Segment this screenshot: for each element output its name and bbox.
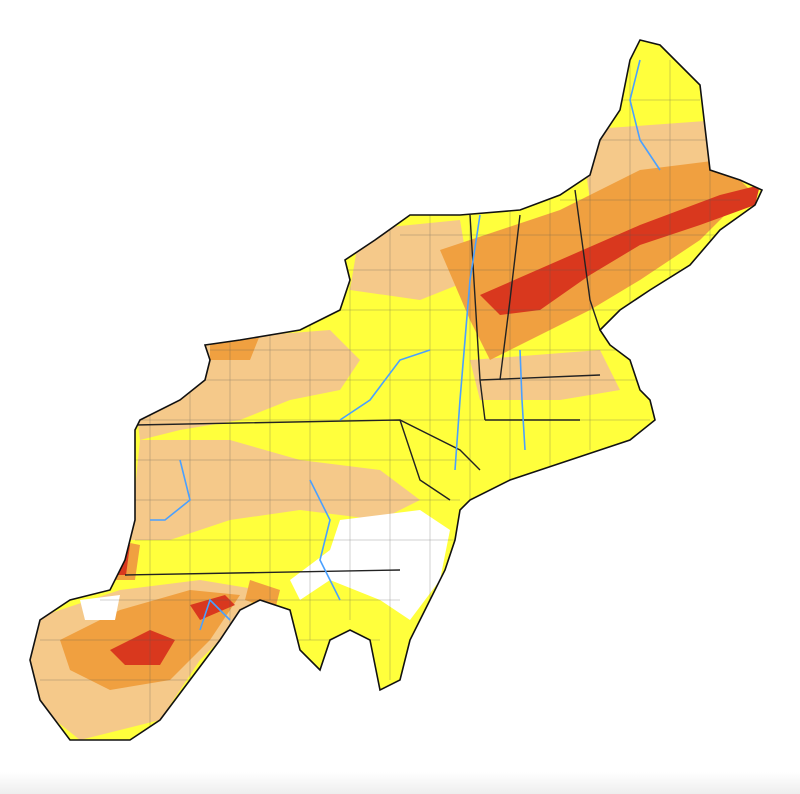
border [399,419,451,501]
river [150,459,191,521]
state-borders [124,189,601,576]
area [80,595,120,620]
area [290,510,450,620]
county-lines [40,60,740,740]
area [130,440,420,540]
border [499,214,521,381]
area [350,220,470,300]
rivers [150,59,661,631]
no-drought [80,510,450,620]
bottom-strip [0,772,800,794]
river [339,349,431,421]
river [309,479,341,601]
river [519,349,526,451]
river [454,214,481,471]
area [190,595,235,620]
area [110,630,175,665]
border [124,569,401,576]
border [134,419,481,471]
area [470,350,620,400]
river [629,59,661,171]
river [199,598,231,631]
border [574,189,601,331]
